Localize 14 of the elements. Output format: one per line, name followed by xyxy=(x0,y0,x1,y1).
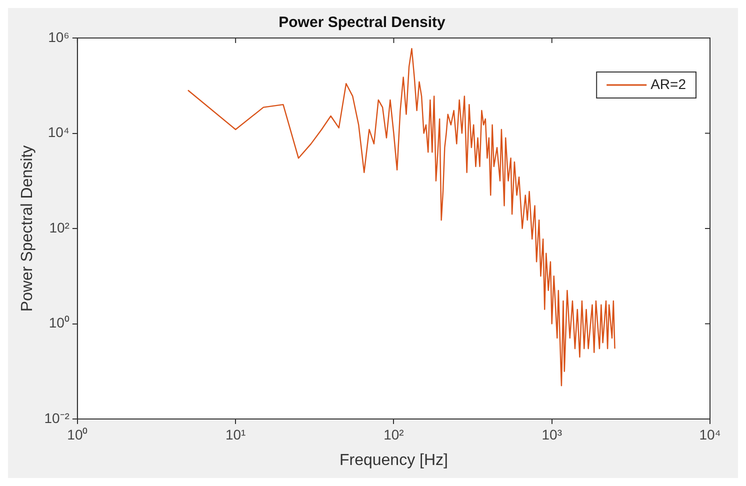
legend-label: AR=2 xyxy=(650,76,686,92)
x-tick-label: 10¹ xyxy=(225,426,246,442)
y-tick-label: 10⁶ xyxy=(48,28,70,45)
chart-title: Power Spectral Density xyxy=(278,14,446,32)
y-tick-label: 10⁻² xyxy=(44,410,70,426)
x-tick-label: 10² xyxy=(384,426,404,442)
x-tick-label: 10⁰ xyxy=(67,426,88,442)
y-tick-label: 10⁴ xyxy=(48,124,70,140)
x-tick-label: 10⁴ xyxy=(699,426,721,442)
y-tick-label: 10² xyxy=(49,219,70,236)
x-axis-title: Frequency [Hz] xyxy=(339,452,448,469)
x-tick-label: 10³ xyxy=(542,426,562,442)
y-axis-title: Power Spectral Density xyxy=(19,145,36,312)
y-tick-label: 10⁰ xyxy=(48,314,70,331)
